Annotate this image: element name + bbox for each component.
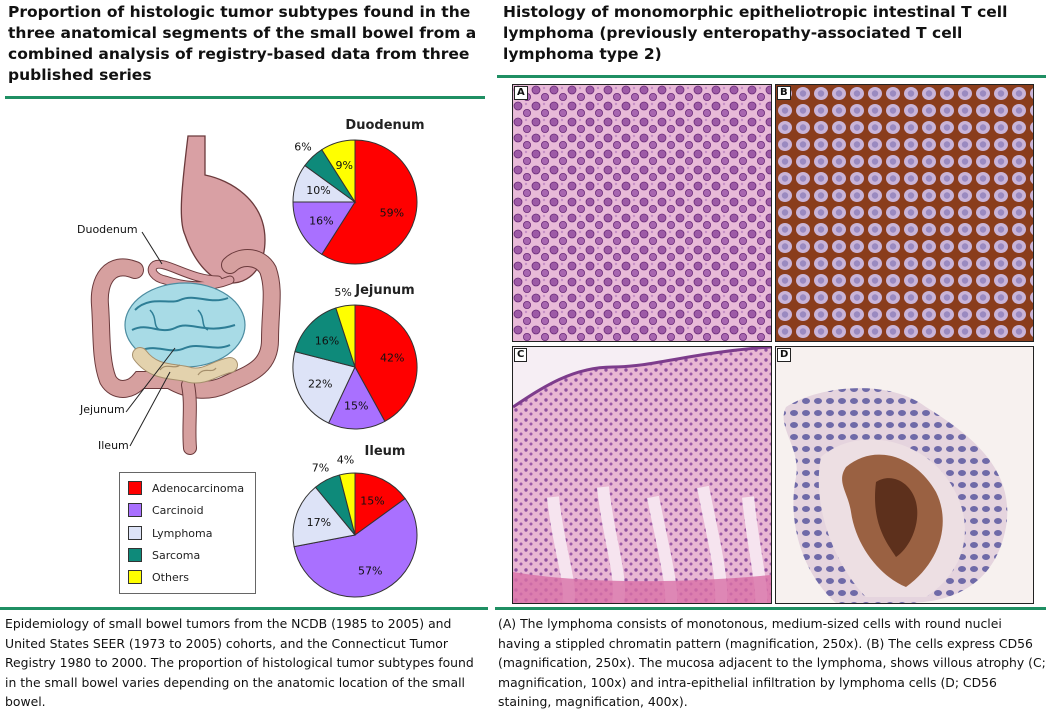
histology-texture-c [513, 347, 771, 603]
histology-image-b: B [775, 84, 1034, 342]
histology-image-d: D [775, 346, 1034, 604]
histology-label-c: C [514, 348, 528, 362]
right-title-divider [497, 75, 1046, 78]
legend-swatch-lymphoma [128, 526, 142, 540]
legend-item-lymphoma: Lymphoma [128, 526, 212, 540]
legend-swatch-others [128, 570, 142, 584]
legend-label: Adenocarcinoma [152, 481, 245, 495]
pie-slice-carcinoid [293, 497, 418, 598]
small-bowel-anatomy-illustration [90, 135, 281, 455]
pie-slice-adenocarcinoma [354, 472, 406, 536]
right-caption-divider [495, 607, 1046, 610]
legend-item-others: Others [128, 570, 189, 584]
legend-item-adenocarcinoma: Adenocarcinoma [128, 481, 244, 495]
pie-slice-adenocarcinoma [354, 304, 418, 423]
pie-value-label: 5% [334, 286, 351, 299]
pie-value-label: 9% [336, 159, 353, 172]
legend-item-sarcoma: Sarcoma [128, 548, 200, 562]
pie-value-label: 17% [307, 516, 331, 529]
right-panel-title: Histology of monomorphic epitheliotropic… [503, 3, 1008, 63]
pie-value-label: 22% [308, 377, 332, 390]
pie-value-label: 7% [312, 461, 329, 474]
left-panel-title: Proportion of histologic tumor subtypes … [8, 3, 477, 84]
pie-value-label: 15% [344, 399, 368, 412]
pie-chart-ileum: Ileum 15% 57% 17% 7% 4% [292, 444, 418, 598]
pie-slice-others [338, 472, 356, 536]
label-jejunum: Jejunum [80, 403, 125, 416]
left-panel-caption: Epidemiology of small bowel tumors from … [5, 616, 474, 709]
chart-legend: Adenocarcinoma Carcinoid Lymphoma Sarcom… [119, 472, 256, 594]
pie-chart-duodenum: Duodenum 59% 16% 10% 6% 9% [292, 118, 425, 265]
histology-image-c: C [512, 346, 772, 604]
pie-slice-carcinoid [327, 365, 386, 430]
label-duodenum: Duodenum [77, 223, 138, 236]
legend-swatch-carcinoid [128, 503, 142, 517]
label-ileum: Ileum [98, 439, 129, 452]
pie-title: Jejunum [354, 283, 414, 298]
histology-texture-b [776, 85, 1033, 341]
legend-label: Others [152, 570, 189, 584]
pie-title: Ileum [365, 444, 406, 459]
pie-value-label: 4% [337, 454, 354, 467]
left-title-divider [5, 96, 485, 99]
pie-slice-carcinoid [292, 201, 356, 256]
pie-chart-jejunum: Jejunum 42% 15% 22% 16% 5% [292, 283, 418, 430]
legend-label: Lymphoma [152, 526, 213, 540]
pie-value-label: 42% [380, 351, 404, 364]
histology-label-a: A [514, 86, 528, 100]
legend-swatch-adenocarcinoma [128, 481, 142, 495]
right-panel-caption: (A) The lymphoma consists of monotonous,… [498, 616, 1046, 709]
pie-title: Duodenum [345, 118, 424, 133]
pie-slice-others [335, 304, 356, 368]
left-caption-divider [0, 607, 488, 610]
pie-value-label: 57% [358, 564, 382, 577]
histology-label-b: B [777, 86, 791, 100]
legend-label: Sarcoma [152, 548, 201, 562]
pie-slice-others [321, 139, 356, 204]
pie-slice-adenocarcinoma [321, 139, 418, 265]
histology-texture-d [783, 388, 1008, 603]
histology-texture-a [513, 85, 771, 341]
pie-value-label: 16% [309, 215, 333, 228]
legend-swatch-sarcoma [128, 548, 142, 562]
pie-value-label: 10% [306, 184, 330, 197]
pie-slice-lymphoma [292, 350, 356, 424]
pie-slice-lymphoma [292, 486, 356, 548]
legend-item-carcinoid: Carcinoid [128, 503, 204, 517]
histology-label-d: D [777, 348, 792, 362]
histology-image-a: A [512, 84, 772, 342]
pie-value-label: 15% [360, 495, 384, 508]
pie-charts: Duodenum 59% 16% 10% 6% 9% Jejunum 42% 15% 22% 16%… [292, 118, 425, 598]
legend-label: Carcinoid [152, 503, 204, 517]
pie-slice-sarcoma [294, 307, 356, 368]
pie-value-label: 59% [380, 207, 404, 220]
pie-value-label: 16% [315, 335, 339, 348]
pie-value-label: 6% [294, 141, 311, 154]
